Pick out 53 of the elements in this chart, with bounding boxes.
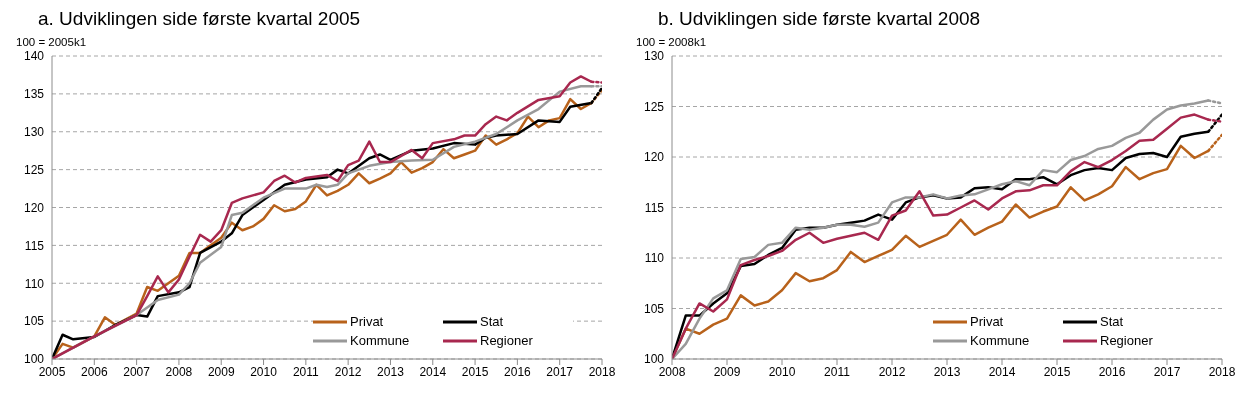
x-tick-label: 2014: [419, 364, 447, 379]
y-tick-label: 105: [643, 301, 665, 316]
x-tick-label: 2011: [292, 364, 320, 379]
legend-label: Regioner: [480, 333, 533, 348]
y-tick-label: 140: [23, 49, 45, 64]
x-tick-label: 2008: [658, 364, 686, 379]
x-tick-label: 2009: [207, 364, 235, 379]
legend-label: Regioner: [1100, 333, 1153, 348]
legend-label: Privat: [970, 314, 1004, 329]
x-tick-label: 2009: [713, 364, 741, 379]
x-tick-label: 2012: [878, 364, 906, 379]
x-tick-label: 2014: [988, 364, 1016, 379]
chart-title: b. Udviklingen side første kvartal 2008: [658, 8, 982, 31]
y-axis-title: 100 = 2008k1: [636, 36, 708, 50]
x-tick-label: 2006: [80, 364, 108, 379]
legend-label: Kommune: [970, 333, 1030, 348]
y-tick-label: 120: [23, 200, 45, 215]
y-tick-label: 120: [643, 150, 665, 165]
x-tick-label: 2008: [165, 364, 193, 379]
x-tick-label: 2015: [461, 364, 489, 379]
y-tick-label: 110: [24, 276, 45, 291]
y-tick-label: 105: [23, 314, 45, 329]
x-tick-label: 2016: [1098, 364, 1126, 379]
y-tick-label: 100: [23, 352, 45, 367]
y-tick-label: 130: [643, 49, 665, 64]
x-tick-label: 2015: [1043, 364, 1071, 379]
legend-label: Stat: [480, 314, 504, 329]
x-tick-label: 2017: [1153, 364, 1181, 379]
y-tick-label: 125: [23, 162, 45, 177]
y-tick-label: 125: [643, 99, 665, 114]
x-tick-label: 2010: [250, 364, 278, 379]
x-tick-label: 2007: [123, 364, 151, 379]
chart-title: a. Udviklingen side første kvartal 2005: [38, 8, 362, 31]
legend-label: Privat: [350, 314, 384, 329]
x-tick-label: 2013: [377, 364, 405, 379]
x-tick-label: 2012: [334, 364, 362, 379]
x-tick-label: 2018: [588, 364, 616, 379]
x-tick-label: 2017: [546, 364, 574, 379]
y-axis-title: 100 = 2005k1: [16, 36, 88, 50]
y-tick-label: 115: [644, 200, 665, 215]
legend-label: Kommune: [350, 333, 410, 348]
y-tick-label: 110: [644, 251, 665, 266]
x-tick-label: 2016: [504, 364, 532, 379]
y-tick-label: 135: [23, 87, 45, 102]
y-tick-label: 115: [24, 238, 45, 253]
x-tick-label: 2010: [768, 364, 796, 379]
x-tick-label: 2011: [824, 364, 851, 379]
x-tick-label: 2013: [933, 364, 961, 379]
y-tick-label: 130: [23, 125, 45, 140]
x-tick-label: 2005: [38, 364, 66, 379]
y-tick-label: 100: [643, 352, 665, 367]
legend-label: Stat: [1100, 314, 1124, 329]
x-tick-label: 2018: [1208, 364, 1236, 379]
